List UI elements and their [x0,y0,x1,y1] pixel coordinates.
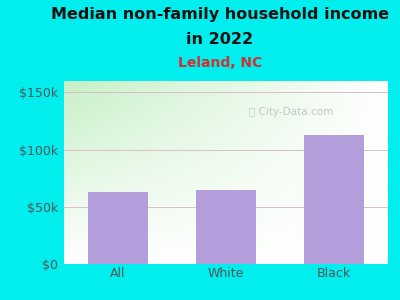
Bar [196,190,256,264]
Bar [88,192,148,264]
Bar [304,135,364,264]
Text: Median non-family household income: Median non-family household income [51,8,389,22]
Text: ⓘ City-Data.com: ⓘ City-Data.com [249,107,333,117]
Text: in 2022: in 2022 [186,32,254,46]
Text: Leland, NC: Leland, NC [178,56,262,70]
